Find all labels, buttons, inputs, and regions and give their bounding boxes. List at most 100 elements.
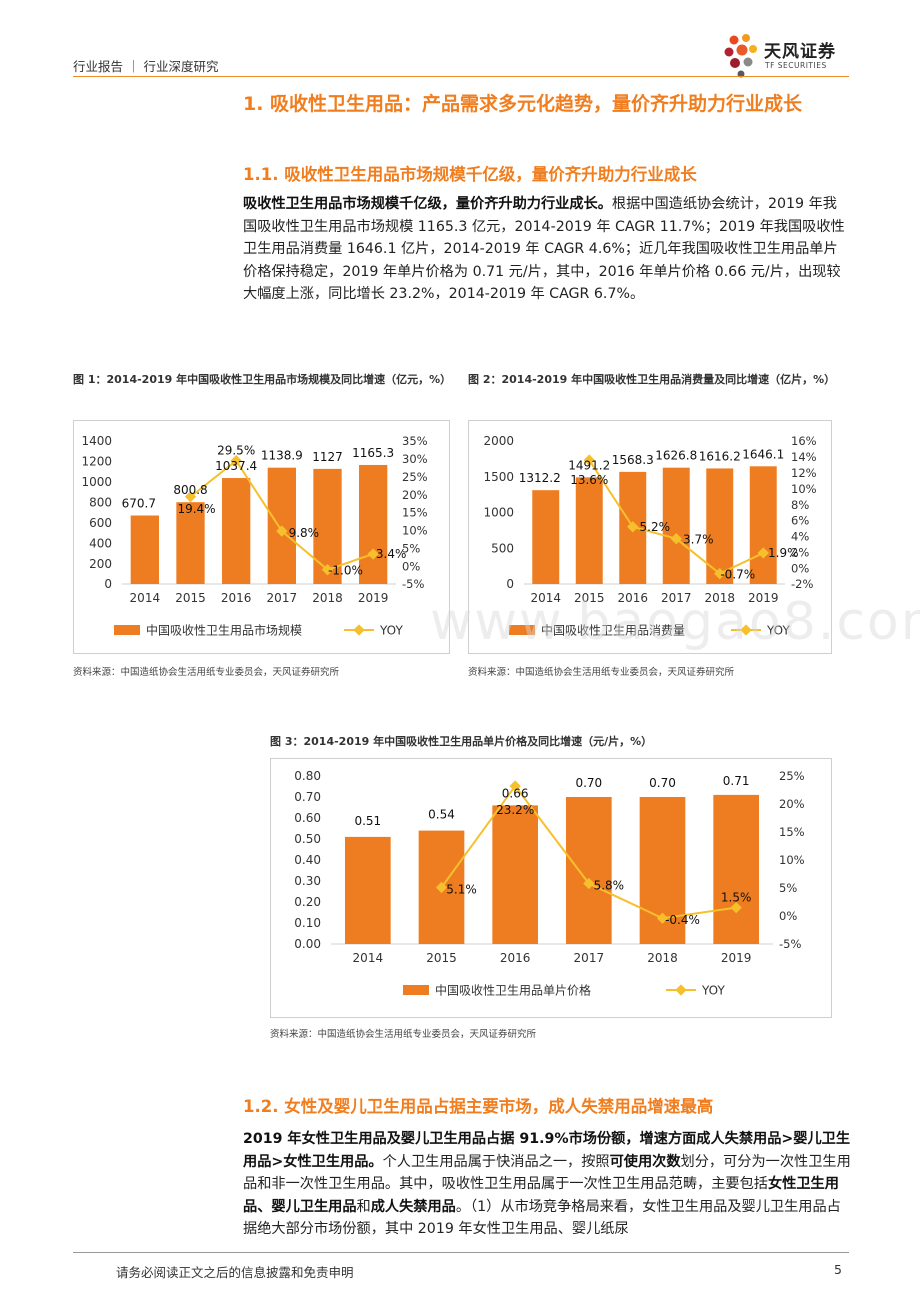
paragraph-body: 根据中国造纸协会统计，2019 年我国吸收性卫生用品市场规模 1165.3 亿元… bbox=[243, 196, 845, 303]
yoy-value-label: 13.6% bbox=[570, 473, 608, 487]
bar bbox=[130, 515, 159, 584]
y-left-tick-label: 1500 bbox=[483, 470, 514, 484]
y-left-tick-label: 1200 bbox=[81, 455, 112, 469]
chart-unit-price: 0.00 0.10 0.20 0.30 0.40 0.50 0.60 0.70 0.80 -5% 0… bbox=[270, 758, 832, 1018]
emphasis-usage-count: 可使用次数 bbox=[609, 1153, 681, 1170]
y-right-tick-label: 10% bbox=[779, 853, 805, 867]
logo-subtext: TF SECURITIES bbox=[765, 61, 827, 70]
footer-disclaimer: 请务必阅读正文之后的信息披露和免责申明 bbox=[116, 1265, 354, 1280]
x-tick-label: 2018 bbox=[647, 951, 678, 965]
bar bbox=[749, 466, 777, 584]
bar-value-label: 0.70 bbox=[649, 776, 676, 790]
y-right-tick-label: 16% bbox=[791, 434, 817, 448]
logo-flower-icon bbox=[724, 34, 757, 78]
bar bbox=[532, 490, 560, 584]
figure-1-caption: 图 1：2014-2019 年中国吸收性卫生用品市场规模及同比增速（亿元，%） bbox=[73, 373, 452, 386]
yoy-point bbox=[583, 454, 595, 466]
yoy-value-label: 1.5% bbox=[721, 891, 752, 905]
y-left-tick-label: 0.80 bbox=[294, 769, 321, 783]
paragraph-body: 。（1）从市场竞争格局来看，女性卫生用品及婴儿卫生用品占据绝大部分市场份额，其中… bbox=[243, 1198, 841, 1238]
figure-2-source: 资料来源：中国造纸协会生活用纸专业委员会，天风证券研究所 bbox=[468, 667, 735, 678]
legend-bar-label: 中国吸收性卫生用品单片价格 bbox=[435, 983, 591, 998]
x-tick-label: 2017 bbox=[267, 591, 298, 605]
y-right-tick-label: 25% bbox=[402, 470, 428, 484]
page-number: 5 bbox=[834, 1262, 842, 1277]
legend-line-label: YOY bbox=[766, 624, 790, 638]
chart-svg: 0.00 0.10 0.20 0.30 0.40 0.50 0.60 0.70 0.80 -5% 0… bbox=[294, 769, 805, 998]
legend-bar-label: 中国吸收性卫生用品消费量 bbox=[541, 623, 685, 638]
x-tick-label: 2017 bbox=[574, 951, 605, 965]
y-left-tick-label: 0.60 bbox=[294, 811, 321, 825]
bar bbox=[222, 478, 251, 584]
legend-line-label: YOY bbox=[379, 624, 403, 638]
paragraph-body: 划分，可分为一次性卫生用品和非一次性卫生用品。其中，吸收性卫生用品属于一次性卫生… bbox=[243, 1153, 851, 1193]
watermark: www.baogao8.com bbox=[430, 592, 920, 652]
y-right-tick-label: 14% bbox=[791, 450, 817, 464]
y-left-tick-label: 200 bbox=[89, 557, 112, 571]
y-left-tick-label: 0.50 bbox=[294, 832, 321, 846]
tf-securities-logo: 天风证券 TF SECURITIES bbox=[722, 30, 852, 80]
y-right-tick-label: 15% bbox=[779, 825, 805, 839]
legend-bar-swatch bbox=[509, 625, 535, 635]
bar bbox=[344, 836, 391, 944]
legend-line-marker bbox=[740, 624, 752, 636]
y-left-tick-label: 500 bbox=[491, 541, 514, 555]
figure-2-caption: 图 2：2014-2019 年中国吸收性卫生用品消费量及同比增速（亿片，%） bbox=[468, 373, 836, 386]
bar-value-label: 1165.3 bbox=[352, 446, 394, 460]
yoy-value-label: 9.8% bbox=[289, 526, 320, 540]
header-divider bbox=[73, 76, 849, 77]
y-left-tick-label: 1000 bbox=[81, 475, 112, 489]
bar-value-label: 1626.8 bbox=[655, 449, 697, 463]
bar-value-label: 670.7 bbox=[122, 496, 156, 510]
y-left-tick-label: 1400 bbox=[81, 434, 112, 448]
x-tick-label: 2019 bbox=[721, 951, 752, 965]
y-left-tick-label: 0.30 bbox=[294, 874, 321, 888]
y-left-tick-label: 0.10 bbox=[294, 916, 321, 930]
x-tick-label: 2019 bbox=[358, 591, 389, 605]
yoy-point bbox=[276, 525, 288, 537]
x-tick-label: 2014 bbox=[530, 591, 561, 605]
yoy-point bbox=[757, 547, 769, 559]
bar bbox=[713, 794, 760, 944]
y-right-tick-label: 10% bbox=[791, 482, 817, 496]
legend-bar-label: 中国吸收性卫生用品市场规模 bbox=[146, 623, 302, 638]
y-left-tick-label: 1000 bbox=[483, 506, 514, 520]
paragraph-lead: 2019 年女性卫生用品及婴儿卫生用品占据 91.9%市场份额，增速方面成人失禁… bbox=[243, 1131, 851, 1170]
y-right-tick-label: 12% bbox=[791, 466, 817, 480]
yoy-value-label: 3.7% bbox=[683, 533, 714, 547]
y-right-tick-label: 8% bbox=[791, 498, 809, 512]
yoy-value-label: 5.2% bbox=[640, 520, 671, 534]
y-right-tick-label: 25% bbox=[779, 769, 805, 783]
bar-value-label: 1646.1 bbox=[742, 447, 784, 461]
y-right-tick-label: 6% bbox=[791, 514, 809, 528]
chart-svg: 0 200 400 600 800 1000 1200 1400 -5% 0% 5% 10% 15% 20… bbox=[81, 434, 428, 638]
subsection-heading-1-1: 1.1. 吸收性卫生用品市场规模千亿级，量价齐升助力行业成长 bbox=[243, 165, 697, 184]
yoy-value-label: -1.0% bbox=[328, 564, 363, 578]
bar bbox=[565, 797, 612, 944]
bar-value-label: 0.71 bbox=[723, 774, 750, 788]
yoy-point bbox=[367, 548, 379, 560]
section-heading-1: 1. 吸收性卫生用品：产品需求多元化趋势，量价齐升助力行业成长 bbox=[243, 93, 803, 115]
x-tick-label: 2016 bbox=[617, 591, 648, 605]
legend-bar-swatch bbox=[114, 625, 140, 635]
x-tick-label: 2015 bbox=[574, 591, 605, 605]
bar bbox=[575, 477, 603, 584]
y-right-tick-label: 0% bbox=[402, 559, 420, 573]
paragraph-body: 和 bbox=[356, 1198, 371, 1215]
figure-3-source: 资料来源：中国造纸协会生活用纸专业委员会，天风证券研究所 bbox=[270, 1029, 537, 1040]
y-left-tick-label: 0.20 bbox=[294, 895, 321, 909]
yoy-value-label: 19.4% bbox=[177, 502, 215, 516]
bar-value-label: 1568.3 bbox=[612, 453, 654, 467]
legend-line-marker bbox=[675, 984, 687, 996]
legend-line-marker bbox=[353, 624, 365, 636]
bar bbox=[492, 805, 539, 944]
figure-3-caption: 图 3：2014-2019 年中国吸收性卫生用品单片价格及同比增速（元/片，%） bbox=[270, 735, 653, 748]
subsection-heading-1-2: 1.2. 女性及婴儿卫生用品占据主要市场，成人失禁用品增速最高 bbox=[243, 1097, 714, 1116]
y-right-tick-label: 20% bbox=[402, 488, 428, 502]
yoy-point bbox=[583, 877, 595, 890]
y-right-tick-label: 0% bbox=[779, 909, 797, 923]
yoy-value-label: -0.7% bbox=[720, 568, 755, 582]
bar-value-label: 1491.2 bbox=[568, 458, 610, 472]
y-right-tick-label: 20% bbox=[779, 797, 805, 811]
legend-line-label: YOY bbox=[701, 984, 725, 998]
